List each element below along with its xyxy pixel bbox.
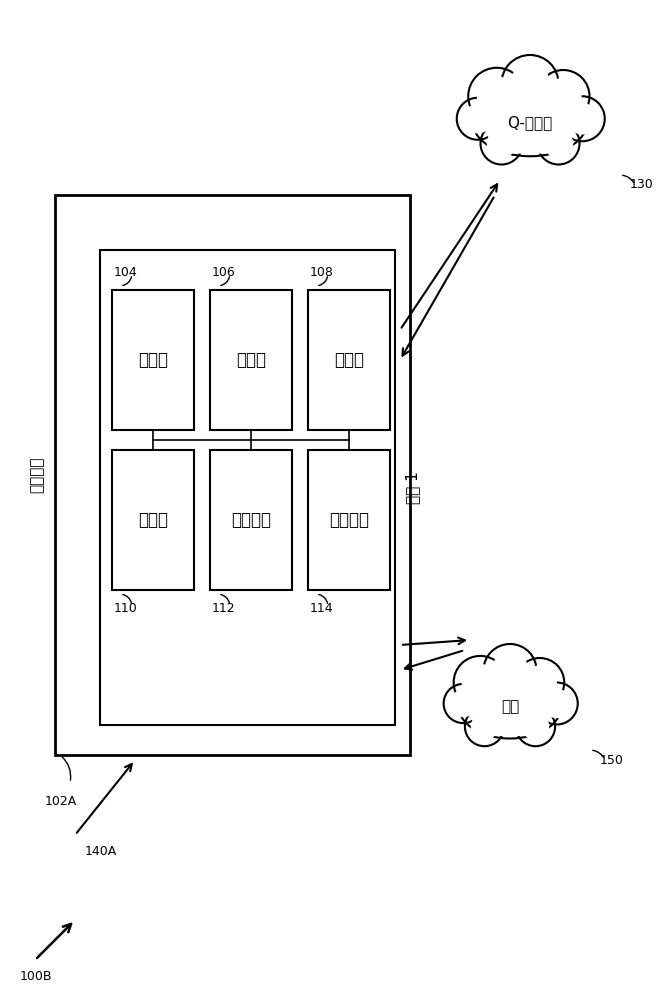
Text: 显示器: 显示器 (334, 351, 364, 369)
Bar (100, 250, 395, 725)
Text: 100B: 100B (20, 970, 53, 983)
Circle shape (457, 98, 499, 140)
Ellipse shape (473, 89, 587, 156)
Circle shape (450, 690, 477, 717)
Circle shape (502, 55, 558, 112)
Circle shape (480, 122, 522, 164)
Bar (55, 195, 410, 755)
Text: 通信接口: 通信接口 (231, 511, 271, 529)
Circle shape (515, 658, 564, 707)
Ellipse shape (470, 684, 550, 737)
Text: 140A: 140A (85, 845, 118, 858)
Circle shape (454, 656, 507, 709)
Circle shape (510, 64, 550, 103)
Text: 处理器: 处理器 (138, 351, 168, 369)
Circle shape (487, 129, 516, 158)
Text: 110: 110 (114, 601, 138, 614)
Circle shape (522, 713, 549, 740)
Circle shape (560, 96, 605, 141)
Circle shape (484, 644, 536, 697)
Text: 114: 114 (310, 601, 333, 614)
Circle shape (468, 68, 525, 125)
Ellipse shape (459, 676, 561, 738)
Circle shape (477, 76, 517, 116)
Text: Q-服务器: Q-服务器 (508, 115, 552, 130)
Circle shape (537, 70, 589, 122)
Circle shape (536, 682, 578, 724)
Circle shape (544, 129, 573, 158)
Text: 存储器: 存储器 (236, 351, 266, 369)
Ellipse shape (485, 98, 575, 154)
Text: 计算设备: 计算设备 (29, 457, 45, 493)
Text: 130: 130 (630, 178, 654, 192)
Text: 加密应用: 加密应用 (329, 511, 369, 529)
Text: 广播: 广播 (501, 700, 519, 714)
Circle shape (538, 122, 580, 164)
Bar (308, 450, 390, 590)
Text: 104: 104 (114, 265, 138, 278)
Circle shape (492, 652, 528, 689)
Circle shape (471, 713, 498, 740)
Bar (308, 290, 390, 430)
Circle shape (462, 664, 499, 701)
Circle shape (465, 707, 504, 746)
Circle shape (463, 104, 492, 133)
Bar (112, 290, 194, 430)
Text: 102A: 102A (45, 795, 77, 808)
Text: 106: 106 (212, 265, 236, 278)
Circle shape (516, 707, 555, 746)
Text: 108: 108 (310, 265, 334, 278)
Bar (112, 450, 194, 590)
Text: 数据库: 数据库 (138, 511, 168, 529)
Circle shape (566, 103, 598, 134)
Bar (210, 450, 292, 590)
Circle shape (444, 684, 483, 723)
Bar (210, 290, 292, 430)
Text: 112: 112 (212, 601, 236, 614)
Circle shape (545, 78, 582, 115)
Circle shape (542, 689, 571, 718)
Circle shape (522, 665, 557, 700)
Text: 用户 1: 用户 1 (405, 471, 420, 504)
Text: 150: 150 (600, 754, 624, 766)
